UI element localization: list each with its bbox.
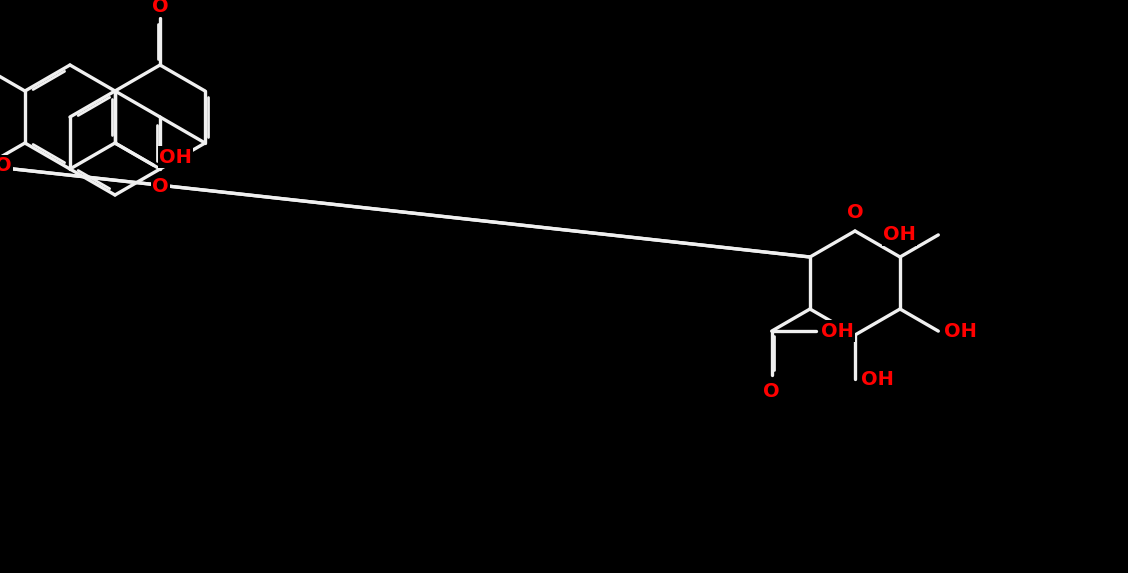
Text: O: O bbox=[0, 156, 11, 175]
Text: OH: OH bbox=[944, 321, 977, 340]
Text: O: O bbox=[764, 382, 779, 401]
Text: O: O bbox=[152, 178, 168, 197]
Text: OH: OH bbox=[861, 370, 893, 388]
Text: OH: OH bbox=[821, 321, 854, 340]
Text: O: O bbox=[152, 0, 168, 15]
Text: OH: OH bbox=[883, 225, 916, 245]
Text: OH: OH bbox=[159, 148, 192, 167]
Text: O: O bbox=[847, 203, 863, 222]
